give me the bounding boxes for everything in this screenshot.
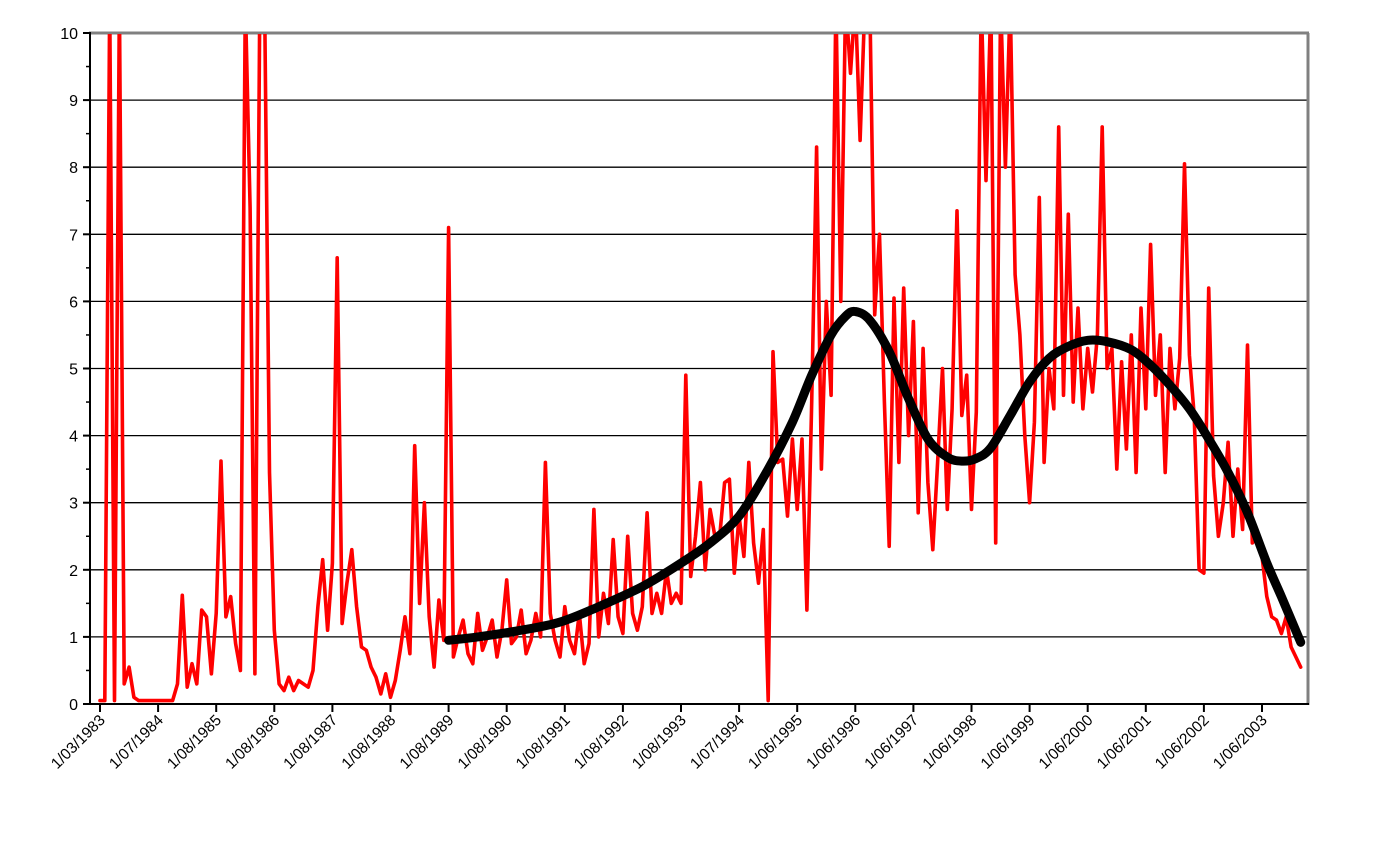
y-tick-label-2: 2: [69, 563, 78, 580]
y-tick-label-10: 10: [60, 26, 78, 43]
y-tick-label-1: 1: [69, 630, 78, 647]
trend-line: [444, 306, 1306, 647]
y-tick-label-5: 5: [69, 362, 78, 379]
y-tick-label-6: 6: [69, 294, 78, 311]
y-tick-label-3: 3: [69, 496, 78, 513]
y-tick-label-8: 8: [69, 160, 78, 177]
y-tick-label-7: 7: [69, 227, 78, 244]
red-series-line: [98, 34, 1303, 703]
y-tick-label-9: 9: [69, 93, 78, 110]
y-tick-label-0: 0: [69, 697, 78, 714]
y-tick-label-4: 4: [69, 429, 78, 446]
